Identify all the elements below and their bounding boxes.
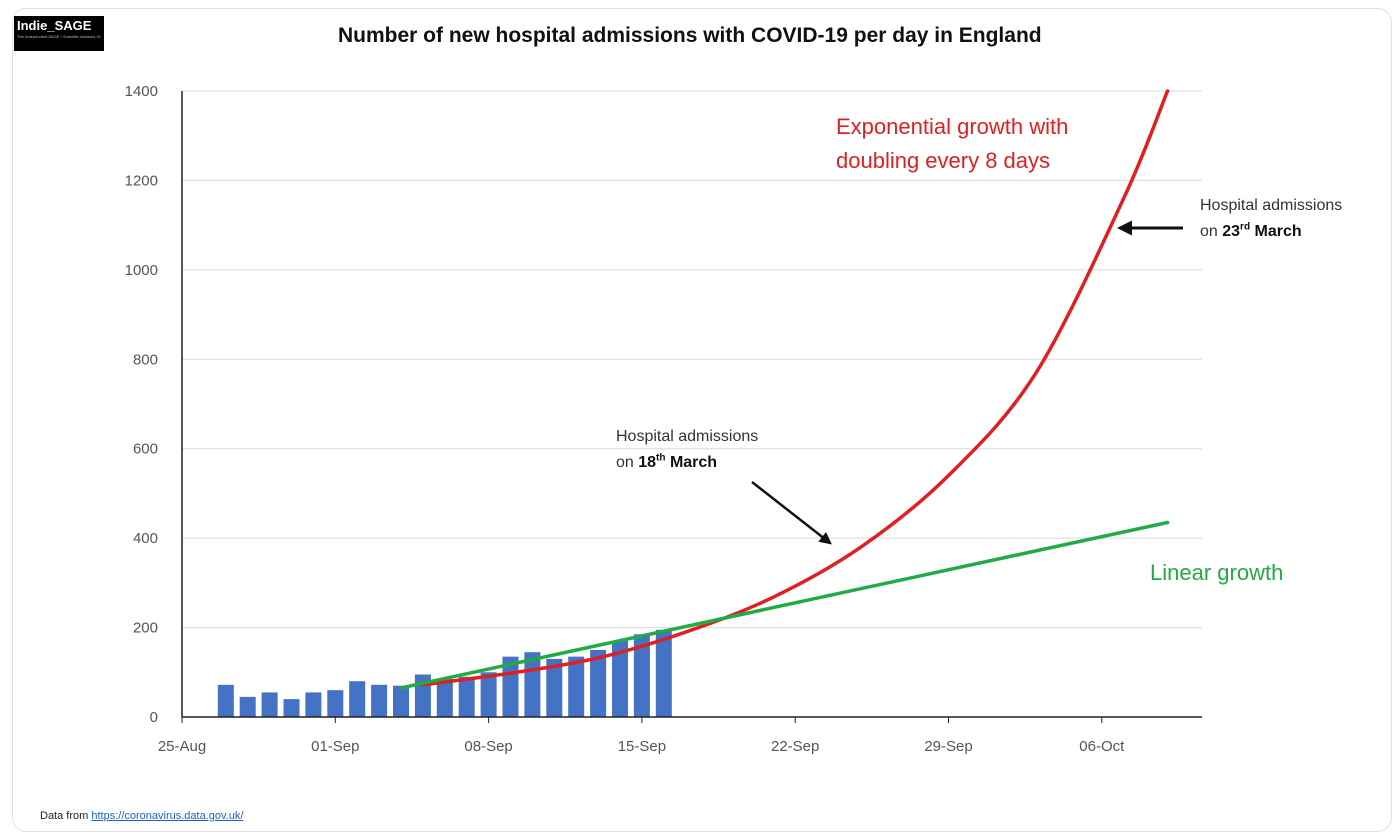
figure-frame	[12, 8, 1392, 832]
bar-18	[612, 640, 628, 717]
bar-17	[590, 649, 607, 717]
x-tick-label-3: 15-Sep	[618, 738, 666, 755]
bar-3	[283, 699, 300, 717]
x-tick-label-5: 29-Sep	[924, 738, 972, 755]
note-23-on: on	[1200, 223, 1223, 240]
note-23-march: Hospital admissions on 23rd March	[1200, 193, 1342, 245]
bar-2	[261, 692, 278, 717]
note-18-sup: th	[656, 452, 666, 464]
line-series	[399, 89, 1170, 690]
x-tick-label-2: 08-Sep	[464, 738, 512, 755]
bar-20	[655, 629, 672, 717]
y-tick-label-0: 0	[150, 709, 158, 726]
y-tick-label-600: 600	[133, 441, 158, 458]
bar-12	[480, 672, 497, 717]
note-18-march: Hospital admissions on 18th March	[616, 424, 758, 476]
note-18-line2: on 18th March	[616, 450, 758, 476]
line-series-0	[421, 89, 1170, 687]
bar-7	[371, 684, 388, 717]
y-tick-label-1000: 1000	[125, 262, 158, 279]
bar-19	[633, 634, 650, 717]
annotation-arrows	[751, 220, 1183, 545]
bar-4	[305, 692, 322, 717]
bar-5	[327, 690, 344, 717]
note-18-month: March	[665, 454, 718, 471]
gridlines	[182, 90, 1202, 629]
bar-6	[349, 681, 366, 717]
y-tick-label-800: 800	[133, 351, 158, 368]
note-18-on: on	[616, 454, 639, 471]
note-23-day: 23	[1222, 223, 1241, 240]
y-tick-label-1400: 1400	[125, 83, 158, 100]
logo-text: Indie_SAGE	[17, 18, 92, 33]
linear-growth-label: Linear growth	[1150, 560, 1284, 585]
note-18-day: 18	[638, 454, 657, 471]
note-23-sup: rd	[1240, 221, 1251, 233]
exponential-label-line1: Exponential growth with	[836, 114, 1069, 139]
source-link[interactable]: https://coronavirus.data.gov.uk/	[91, 810, 244, 822]
exponential-growth-label: Exponential growth with doubling every 8…	[836, 110, 1068, 178]
y-tick-label-400: 400	[133, 530, 158, 547]
x-tick-label-4: 22-Sep	[771, 738, 819, 755]
note-23-line1: Hospital admissions	[1200, 197, 1343, 214]
bar-0	[217, 684, 234, 717]
note-18-line1: Hospital admissions	[616, 428, 759, 445]
x-tick-label-1: 01-Sep	[311, 738, 359, 755]
y-tick-label-200: 200	[133, 620, 158, 637]
x-tick-label-6: 06-Oct	[1079, 738, 1125, 755]
arrow-18-march	[751, 481, 832, 545]
bar-16	[568, 656, 585, 717]
indie-sage-logo: Indie_SAGE The Independent SAGE • Scient…	[14, 16, 104, 51]
x-tick-label-0: 25-Aug	[158, 738, 206, 755]
note-23-line2: on 23rd March	[1200, 219, 1342, 245]
bar-10	[436, 678, 453, 717]
axes: 0 200 400 600 800 1000 1200 1400 25-Aug 01-Sep 08-…	[125, 83, 1202, 755]
bar-1	[239, 696, 256, 717]
y-tick-label-1200: 1200	[125, 172, 158, 189]
chart-title: Number of new hospital admissions with C…	[338, 24, 1042, 47]
data-source: Data from https://coronavirus.data.gov.u…	[40, 810, 243, 822]
source-prefix: Data from	[40, 810, 92, 822]
note-23-month: March	[1250, 223, 1302, 240]
bar-11	[458, 676, 475, 717]
line-series-1	[399, 520, 1170, 690]
bar-15	[546, 658, 563, 717]
logo-subtext: The Independent SAGE • Scientific Adviso…	[17, 34, 101, 39]
exponential-label-line2: doubling every 8 days	[836, 148, 1051, 173]
bar-8	[393, 685, 409, 717]
